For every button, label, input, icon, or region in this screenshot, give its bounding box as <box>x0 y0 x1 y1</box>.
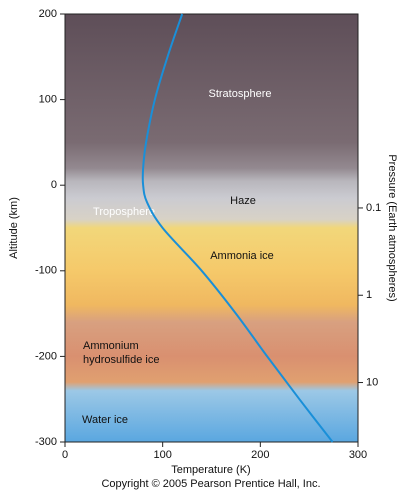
copyright: Copyright © 2005 Pearson Prentice Hall, … <box>101 478 320 490</box>
atmosphere-background <box>65 14 358 442</box>
y-tick-label: 100 <box>39 94 57 106</box>
y-tick-label: 0 <box>51 179 57 191</box>
y-axis-label: Altitude (km) <box>8 197 20 259</box>
x-tick-label: 0 <box>62 449 68 461</box>
y-tick-label: -300 <box>35 436 57 448</box>
layer-label: Ammonium <box>83 340 139 352</box>
layer-label: Ammonia ice <box>210 250 274 262</box>
layer-label: Troposphere <box>93 206 155 218</box>
x-axis-label: Temperature (K) <box>171 464 250 476</box>
layer-label: hydrosulfide ice <box>83 354 159 366</box>
y2-tick-label: 0.1 <box>366 202 381 214</box>
chart: Stratosphere Haze Troposphere Ammonia ic… <box>0 0 401 491</box>
x-tick-label: 200 <box>251 449 269 461</box>
y-tick-label: 200 <box>39 8 57 20</box>
layer-label: Water ice <box>82 414 128 426</box>
layer-label: Haze <box>230 195 256 207</box>
y2-tick-label: 10 <box>366 376 378 388</box>
y-tick-label: -100 <box>35 265 57 277</box>
y2-axis-label: Pressure (Earth atmospheres) <box>386 154 398 301</box>
layer-label: Stratosphere <box>209 88 272 100</box>
x-tick-label: 100 <box>153 449 171 461</box>
y-tick-label: -200 <box>35 350 57 362</box>
y2-tick-label: 1 <box>366 289 372 301</box>
x-tick-label: 300 <box>349 449 367 461</box>
